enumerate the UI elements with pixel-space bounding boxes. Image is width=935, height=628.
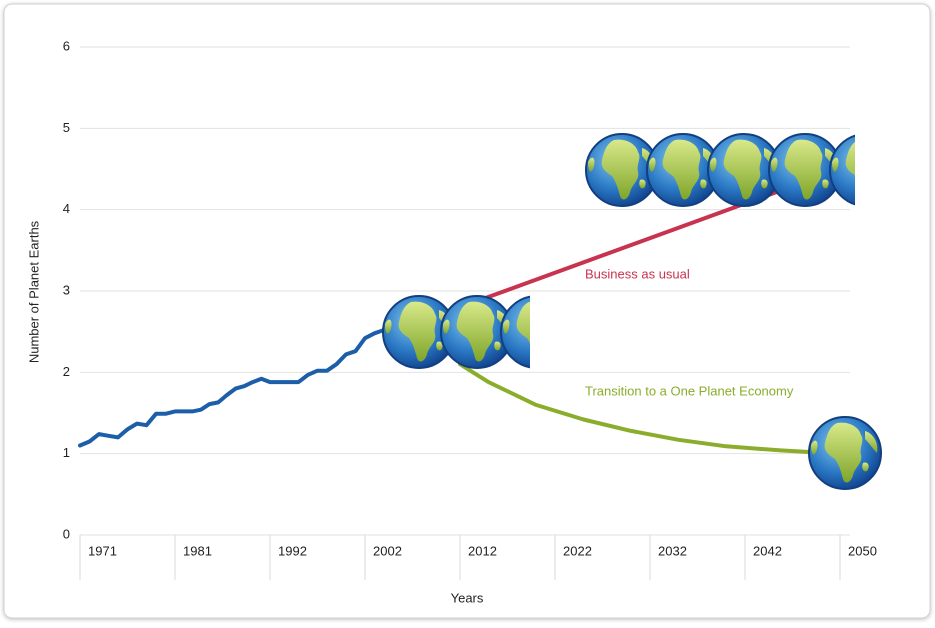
x-tick-label: 2050	[848, 543, 877, 558]
x-tick-label: 2032	[658, 543, 687, 558]
x-tick-label: 2042	[753, 543, 782, 558]
y-tick-label: 5	[63, 120, 70, 135]
y-tick-label: 4	[63, 201, 70, 216]
grid: 0 1 2 3 4 5 6 1971 1981 1992 2002 2012 2022 2032 2042 2…	[63, 38, 877, 580]
x-tick-label: 2012	[468, 543, 497, 558]
x-axis-label: Years	[451, 590, 484, 605]
x-tick-label: 2002	[373, 543, 402, 558]
line	[458, 362, 842, 456]
y-tick-label: 6	[63, 38, 70, 53]
y-tick-label: 2	[63, 364, 70, 379]
y-tick-label: 3	[63, 282, 70, 297]
y-tick-label: 1	[63, 445, 70, 460]
y-tick-label: 0	[63, 526, 70, 541]
line	[78, 321, 396, 448]
y-axis-label: Number of Planet Earths	[26, 220, 41, 363]
x-tick-label: 1981	[183, 543, 212, 558]
x-tick-label: 1971	[88, 543, 117, 558]
x-tick-label: 1992	[278, 543, 307, 558]
x-tick-label: 2022	[563, 543, 592, 558]
annotation: Transition to a One Planet Economy	[585, 383, 794, 398]
annotation: Business as usual	[585, 266, 690, 281]
